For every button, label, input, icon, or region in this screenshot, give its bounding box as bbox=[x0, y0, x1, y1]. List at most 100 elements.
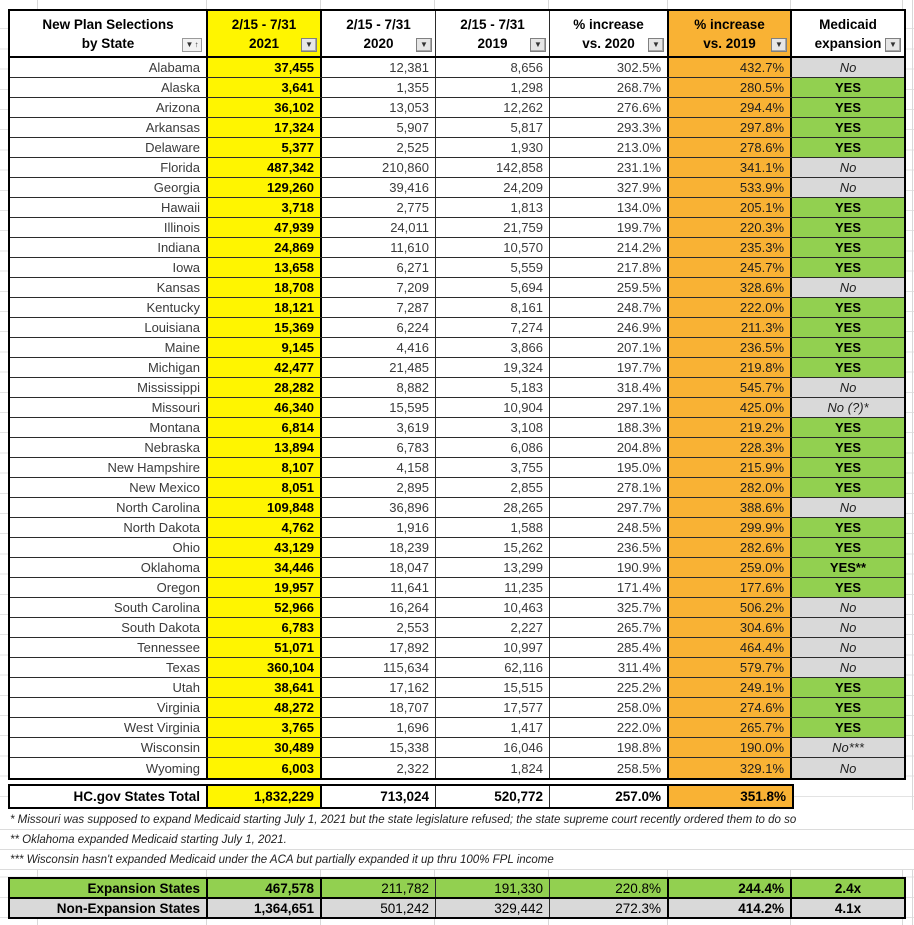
cell-expansion[interactable]: YES bbox=[792, 538, 904, 557]
total-2020[interactable]: 713,024 bbox=[322, 786, 436, 807]
cell-y2020[interactable]: 7,287 bbox=[322, 298, 436, 317]
cell-y2020[interactable]: 11,641 bbox=[322, 578, 436, 597]
cell-vs2019[interactable]: 282.6% bbox=[669, 538, 792, 557]
cell-y2021[interactable]: 129,260 bbox=[208, 178, 322, 197]
cell-y2020[interactable]: 6,224 bbox=[322, 318, 436, 337]
cell-vs2020[interactable]: 268.7% bbox=[550, 78, 669, 97]
cell-y2020[interactable]: 1,696 bbox=[322, 718, 436, 737]
cell-state[interactable]: Oregon bbox=[10, 578, 208, 597]
cell-expansion[interactable]: No bbox=[792, 278, 904, 297]
cell-vs2020[interactable]: 190.9% bbox=[550, 558, 669, 577]
cell-y2021[interactable]: 4,762 bbox=[208, 518, 322, 537]
cell-y2021[interactable]: 43,129 bbox=[208, 538, 322, 557]
cell-vs2019[interactable]: 219.2% bbox=[669, 418, 792, 437]
cell-vs2019[interactable]: 329.1% bbox=[669, 758, 792, 778]
cell-state[interactable]: Iowa bbox=[10, 258, 208, 277]
cell-y2020[interactable]: 1,355 bbox=[322, 78, 436, 97]
cell-vs2019[interactable]: 177.6% bbox=[669, 578, 792, 597]
filter-button-2019[interactable]: ▼ bbox=[530, 38, 546, 52]
cell-y2019[interactable]: 16,046 bbox=[436, 738, 550, 757]
cell-state[interactable]: Illinois bbox=[10, 218, 208, 237]
cell-y2020[interactable]: 6,271 bbox=[322, 258, 436, 277]
cell-state[interactable]: Delaware bbox=[10, 138, 208, 157]
cell-expansion[interactable]: YES bbox=[792, 138, 904, 157]
cell-state[interactable]: Mississippi bbox=[10, 378, 208, 397]
cell-state[interactable]: Kentucky bbox=[10, 298, 208, 317]
cell-state[interactable]: Arkansas bbox=[10, 118, 208, 137]
summary-expansion-2019[interactable]: 191,330 bbox=[436, 879, 550, 897]
cell-state[interactable]: Tennessee bbox=[10, 638, 208, 657]
sort-filter-button[interactable]: ▼ ↑ bbox=[182, 38, 202, 52]
total-vs2019[interactable]: 351.8% bbox=[669, 786, 792, 807]
cell-y2019[interactable]: 24,209 bbox=[436, 178, 550, 197]
cell-vs2019[interactable]: 464.4% bbox=[669, 638, 792, 657]
cell-y2019[interactable]: 1,824 bbox=[436, 758, 550, 778]
cell-y2019[interactable]: 8,161 bbox=[436, 298, 550, 317]
cell-state[interactable]: Alaska bbox=[10, 78, 208, 97]
cell-y2021[interactable]: 51,071 bbox=[208, 638, 322, 657]
cell-y2020[interactable]: 18,239 bbox=[322, 538, 436, 557]
cell-expansion[interactable]: YES bbox=[792, 478, 904, 497]
cell-y2019[interactable]: 19,324 bbox=[436, 358, 550, 377]
cell-vs2020[interactable]: 231.1% bbox=[550, 158, 669, 177]
cell-vs2019[interactable]: 388.6% bbox=[669, 498, 792, 517]
cell-y2019[interactable]: 5,694 bbox=[436, 278, 550, 297]
cell-state[interactable]: Texas bbox=[10, 658, 208, 677]
filter-button-2020[interactable]: ▼ bbox=[416, 38, 432, 52]
cell-y2019[interactable]: 15,515 bbox=[436, 678, 550, 697]
header-col-2021[interactable]: 2/15 - 7/31 2021 ▼ bbox=[208, 11, 322, 56]
cell-state[interactable]: Alabama bbox=[10, 58, 208, 77]
filter-button-2021[interactable]: ▼ bbox=[301, 38, 317, 52]
cell-vs2020[interactable]: 225.2% bbox=[550, 678, 669, 697]
cell-expansion[interactable]: YES bbox=[792, 98, 904, 117]
cell-y2020[interactable]: 210,860 bbox=[322, 158, 436, 177]
cell-y2021[interactable]: 46,340 bbox=[208, 398, 322, 417]
summary-expansion-vs2019[interactable]: 244.4% bbox=[669, 879, 792, 897]
cell-y2021[interactable]: 47,939 bbox=[208, 218, 322, 237]
cell-expansion[interactable]: YES bbox=[792, 698, 904, 717]
cell-vs2019[interactable]: 297.8% bbox=[669, 118, 792, 137]
cell-vs2019[interactable]: 245.7% bbox=[669, 258, 792, 277]
header-col-vs2019[interactable]: % increase vs. 2019 ▼ bbox=[669, 11, 792, 56]
cell-vs2020[interactable]: 195.0% bbox=[550, 458, 669, 477]
cell-vs2020[interactable]: 258.5% bbox=[550, 758, 669, 778]
cell-vs2020[interactable]: 327.9% bbox=[550, 178, 669, 197]
cell-y2021[interactable]: 24,869 bbox=[208, 238, 322, 257]
cell-expansion[interactable]: YES bbox=[792, 418, 904, 437]
cell-y2019[interactable]: 1,298 bbox=[436, 78, 550, 97]
cell-vs2019[interactable]: 506.2% bbox=[669, 598, 792, 617]
header-col-medicaid[interactable]: Medicaid expansion ▼ bbox=[792, 11, 904, 56]
cell-vs2020[interactable]: 134.0% bbox=[550, 198, 669, 217]
cell-y2020[interactable]: 17,162 bbox=[322, 678, 436, 697]
cell-y2021[interactable]: 52,966 bbox=[208, 598, 322, 617]
total-2019[interactable]: 520,772 bbox=[436, 786, 550, 807]
summary-expansion-multiplier[interactable]: 2.4x bbox=[792, 879, 904, 897]
filter-button-vs2019[interactable]: ▼ bbox=[771, 38, 787, 52]
cell-expansion[interactable]: YES bbox=[792, 238, 904, 257]
cell-state[interactable]: New Mexico bbox=[10, 478, 208, 497]
cell-y2020[interactable]: 2,895 bbox=[322, 478, 436, 497]
cell-y2021[interactable]: 42,477 bbox=[208, 358, 322, 377]
cell-state[interactable]: Hawaii bbox=[10, 198, 208, 217]
header-col-state[interactable]: New Plan Selections by State ▼ ↑ bbox=[10, 11, 208, 56]
cell-vs2020[interactable]: 278.1% bbox=[550, 478, 669, 497]
cell-vs2019[interactable]: 265.7% bbox=[669, 718, 792, 737]
cell-y2021[interactable]: 3,641 bbox=[208, 78, 322, 97]
header-col-2020[interactable]: 2/15 - 7/31 2020 ▼ bbox=[322, 11, 436, 56]
cell-vs2019[interactable]: 280.5% bbox=[669, 78, 792, 97]
cell-state[interactable]: Indiana bbox=[10, 238, 208, 257]
cell-vs2020[interactable]: 297.1% bbox=[550, 398, 669, 417]
cell-y2019[interactable]: 12,262 bbox=[436, 98, 550, 117]
cell-y2021[interactable]: 30,489 bbox=[208, 738, 322, 757]
header-col-2019[interactable]: 2/15 - 7/31 2019 ▼ bbox=[436, 11, 550, 56]
cell-vs2020[interactable]: 297.7% bbox=[550, 498, 669, 517]
cell-y2021[interactable]: 13,658 bbox=[208, 258, 322, 277]
cell-y2021[interactable]: 109,848 bbox=[208, 498, 322, 517]
cell-vs2020[interactable]: 302.5% bbox=[550, 58, 669, 77]
cell-y2019[interactable]: 6,086 bbox=[436, 438, 550, 457]
cell-y2021[interactable]: 6,003 bbox=[208, 758, 322, 778]
cell-y2020[interactable]: 4,416 bbox=[322, 338, 436, 357]
cell-y2020[interactable]: 2,322 bbox=[322, 758, 436, 778]
cell-vs2020[interactable]: 259.5% bbox=[550, 278, 669, 297]
cell-y2020[interactable]: 2,553 bbox=[322, 618, 436, 637]
